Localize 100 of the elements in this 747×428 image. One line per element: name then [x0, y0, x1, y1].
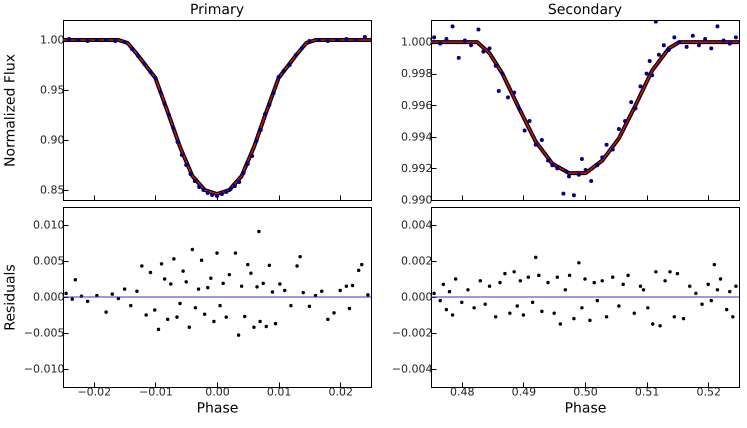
- point: [220, 192, 224, 196]
- point: [703, 36, 708, 41]
- point: [656, 52, 661, 57]
- y-tick-label: 0.90: [40, 134, 64, 146]
- point: [561, 192, 566, 196]
- point: [113, 39, 118, 43]
- point: [496, 89, 501, 94]
- point: [158, 90, 162, 94]
- point: [188, 172, 193, 176]
- point: [300, 46, 304, 50]
- point: [215, 194, 219, 198]
- y-tick-label: −0.004: [392, 362, 432, 376]
- y-axis-title: Residuals: [2, 264, 18, 331]
- point: [638, 84, 642, 88]
- point: [76, 38, 80, 42]
- point: [232, 184, 237, 188]
- y-tick-label: 0.85: [40, 184, 64, 196]
- point: [648, 59, 652, 64]
- point: [354, 38, 358, 42]
- point: [294, 53, 298, 57]
- point: [246, 162, 250, 166]
- point: [450, 24, 455, 28]
- point: [192, 179, 197, 183]
- y-tick-label: −0.005: [24, 326, 64, 340]
- point: [528, 119, 532, 124]
- y-tick-label: 1.000: [401, 36, 432, 49]
- point: [634, 106, 638, 110]
- point: [197, 185, 202, 189]
- point: [438, 42, 442, 46]
- point: [201, 188, 206, 192]
- point: [432, 35, 436, 40]
- y-tick-label: 0.000: [401, 290, 432, 304]
- point: [517, 106, 522, 110]
- point: [654, 20, 658, 24]
- point: [276, 75, 281, 79]
- point: [326, 39, 330, 43]
- point: [546, 158, 550, 163]
- point: [672, 35, 676, 40]
- point: [67, 37, 72, 41]
- point: [616, 126, 621, 131]
- point: [481, 50, 486, 54]
- point: [288, 63, 292, 67]
- point: [153, 76, 158, 80]
- point: [344, 37, 348, 41]
- point: [534, 142, 538, 147]
- point: [550, 163, 554, 168]
- y-tick-label: 0.005: [33, 254, 64, 268]
- point: [644, 72, 649, 76]
- point: [142, 62, 146, 66]
- point: [162, 102, 167, 106]
- point: [580, 156, 584, 161]
- point: [180, 153, 184, 157]
- y-tick-label: 0.990: [401, 194, 432, 206]
- point: [722, 38, 726, 43]
- point: [469, 43, 474, 48]
- y-tick-label: 0.992: [401, 162, 432, 175]
- point: [104, 38, 108, 42]
- point: [184, 163, 188, 167]
- point: [250, 154, 254, 158]
- point: [566, 174, 571, 178]
- point: [650, 73, 654, 78]
- point: [604, 142, 609, 147]
- point: [696, 43, 701, 48]
- y-tick-label: 0.994: [401, 130, 432, 144]
- chart-title: Secondary: [548, 2, 622, 18]
- point: [307, 39, 312, 43]
- point: [629, 100, 634, 104]
- point: [555, 166, 560, 170]
- y-tick-label: 0.998: [401, 67, 432, 80]
- chart-title: Primary: [190, 2, 244, 18]
- y-axis-title: Normalized Flux: [2, 54, 18, 167]
- point: [176, 140, 180, 144]
- point: [684, 44, 689, 49]
- point: [623, 119, 628, 124]
- point: [589, 179, 594, 184]
- point: [335, 38, 340, 42]
- point: [462, 38, 467, 43]
- point: [476, 27, 480, 32]
- point: [512, 90, 516, 95]
- point: [258, 128, 263, 132]
- point: [224, 190, 228, 194]
- y-tick-label: 1.00: [40, 34, 64, 46]
- point: [316, 38, 321, 42]
- point: [488, 46, 492, 50]
- point: [241, 171, 246, 175]
- point: [171, 126, 176, 130]
- point: [130, 47, 134, 51]
- y-tick-label: 0.010: [33, 218, 64, 232]
- y-tick-label: 0.002: [401, 254, 432, 268]
- y-tick-label: −0.010: [24, 362, 64, 376]
- point: [666, 48, 671, 52]
- point: [600, 155, 604, 160]
- point: [206, 191, 210, 195]
- point: [610, 147, 615, 152]
- point: [444, 36, 448, 41]
- y-tick-label: 0.000: [33, 290, 64, 304]
- point: [228, 187, 233, 191]
- point: [148, 70, 152, 74]
- point: [564, 170, 569, 174]
- point: [595, 163, 600, 168]
